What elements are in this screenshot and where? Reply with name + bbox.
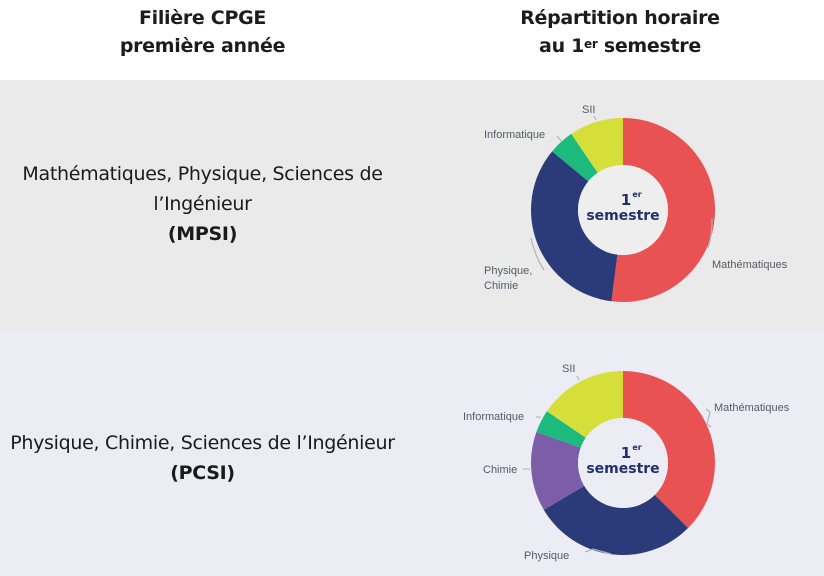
- mpsi-center-sup: er: [632, 190, 641, 199]
- donut-slice-mathématiques: [623, 371, 716, 529]
- header-text: au 1: [539, 35, 585, 57]
- mpsi-donut-chart: Mathématiques Physique, Chimie Informati…: [484, 104, 788, 302]
- header-repartition-line2: au 1er semestre: [520, 32, 720, 60]
- donut-slice-chimie: [531, 431, 585, 510]
- row-mpsi: Mathématiques, Physique, Sciences de l’I…: [0, 80, 824, 332]
- header-repartition: Répartition horaire au 1er semestre: [520, 4, 720, 60]
- donut-slice-informatique: [536, 411, 586, 448]
- pcsi-label-sii: SII: [562, 363, 575, 375]
- mpsi-label-sii: SII: [582, 104, 595, 116]
- mpsi-code: (MPSI): [167, 223, 238, 245]
- header-sup: er: [584, 37, 598, 51]
- pcsi-label-chimie: Chimie: [483, 464, 517, 476]
- mpsi-center-1: 1: [621, 191, 631, 209]
- mpsi-label-mathematiques: Mathématiques: [712, 259, 788, 271]
- pcsi-label-physique: Physique: [524, 550, 569, 562]
- mpsi-title: Mathématiques, Physique, Sciences de l’I…: [10, 159, 395, 249]
- pcsi-donut-chart: Mathématiques Physique Chimie Informatiq…: [463, 363, 790, 562]
- header-filiere-line2: première année: [119, 35, 286, 57]
- pcsi-code: (PCSI): [170, 462, 235, 484]
- pcsi-center-1: 1: [621, 444, 631, 462]
- pcsi-label-informatique: Informatique: [463, 411, 524, 423]
- donut-slice-physique: [543, 485, 689, 555]
- header-filiere-line1: Filière CPGE: [138, 7, 267, 29]
- mpsi-label-physique: Physique,: [484, 265, 532, 277]
- mpsi-label-chimie: Chimie: [484, 280, 518, 292]
- donut-slice-informatique: [552, 133, 598, 182]
- row-pcsi: Physique, Chimie, Sciences de l’Ingénieu…: [0, 332, 824, 576]
- mpsi-title-line1: Mathématiques, Physique, Sciences de: [22, 163, 383, 185]
- table-header: Filière CPGE première année Répartition …: [0, 0, 824, 80]
- header-filiere: Filière CPGE première année: [100, 4, 305, 60]
- mpsi-title-line2: l’Ingénieur: [153, 193, 252, 215]
- header-text: semestre: [597, 35, 701, 57]
- donut-slice-sii: [571, 118, 623, 173]
- donut-slice-mathématiques: [611, 118, 715, 302]
- mpsi-center-semestre: semestre: [586, 208, 659, 224]
- pcsi-center-sup: er: [632, 443, 641, 452]
- header-repartition-line1: Répartition horaire: [520, 7, 720, 29]
- pcsi-label-mathematiques: Mathématiques: [714, 402, 790, 414]
- pcsi-center-semestre: semestre: [586, 461, 659, 477]
- pcsi-title: Physique, Chimie, Sciences de l’Ingénieu…: [0, 428, 405, 488]
- donut-slice-sii: [546, 371, 623, 438]
- pcsi-title-line1: Physique, Chimie, Sciences de l’Ingénieu…: [10, 432, 395, 454]
- donut-slice-physique-chimie: [531, 151, 618, 302]
- mpsi-label-informatique: Informatique: [484, 129, 545, 141]
